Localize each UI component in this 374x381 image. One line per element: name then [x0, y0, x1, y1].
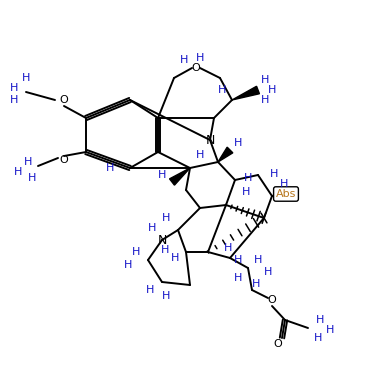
- Text: H: H: [252, 279, 260, 289]
- Text: H: H: [180, 55, 188, 65]
- Text: H: H: [162, 213, 170, 223]
- Text: H: H: [234, 255, 242, 265]
- Text: H: H: [106, 163, 114, 173]
- Text: H: H: [261, 75, 269, 85]
- Text: H: H: [218, 85, 226, 95]
- Text: H: H: [28, 173, 36, 183]
- Polygon shape: [169, 168, 190, 185]
- Text: N: N: [157, 234, 167, 247]
- Text: H: H: [270, 169, 278, 179]
- Text: H: H: [316, 315, 324, 325]
- Text: O: O: [59, 95, 68, 105]
- Text: H: H: [326, 325, 334, 335]
- Text: H: H: [268, 85, 276, 95]
- Text: H: H: [10, 83, 18, 93]
- Text: H: H: [158, 170, 166, 180]
- Text: H: H: [22, 73, 30, 83]
- Text: H: H: [10, 95, 18, 105]
- Text: H: H: [132, 247, 140, 257]
- Text: H: H: [171, 253, 179, 263]
- Text: O: O: [191, 63, 200, 73]
- Text: H: H: [224, 243, 232, 253]
- Text: H: H: [242, 187, 250, 197]
- Text: O: O: [59, 155, 68, 165]
- Text: H: H: [244, 173, 252, 183]
- Text: H: H: [264, 267, 272, 277]
- Text: H: H: [280, 179, 288, 189]
- Text: O: O: [268, 295, 276, 305]
- Text: H: H: [254, 255, 262, 265]
- Text: H: H: [196, 150, 204, 160]
- Text: H: H: [234, 273, 242, 283]
- Text: H: H: [261, 95, 269, 105]
- Text: H: H: [314, 333, 322, 343]
- Text: H: H: [14, 167, 22, 177]
- Text: N: N: [205, 133, 215, 147]
- Text: H: H: [162, 291, 170, 301]
- Text: H: H: [148, 223, 156, 233]
- Text: H: H: [161, 245, 169, 255]
- Text: H: H: [234, 138, 242, 148]
- Text: H: H: [124, 260, 132, 270]
- Text: H: H: [196, 53, 204, 63]
- Polygon shape: [232, 86, 260, 100]
- Text: O: O: [274, 339, 282, 349]
- Text: H: H: [146, 285, 154, 295]
- Text: Abs: Abs: [276, 189, 296, 199]
- Polygon shape: [218, 147, 233, 162]
- Text: H: H: [24, 157, 32, 167]
